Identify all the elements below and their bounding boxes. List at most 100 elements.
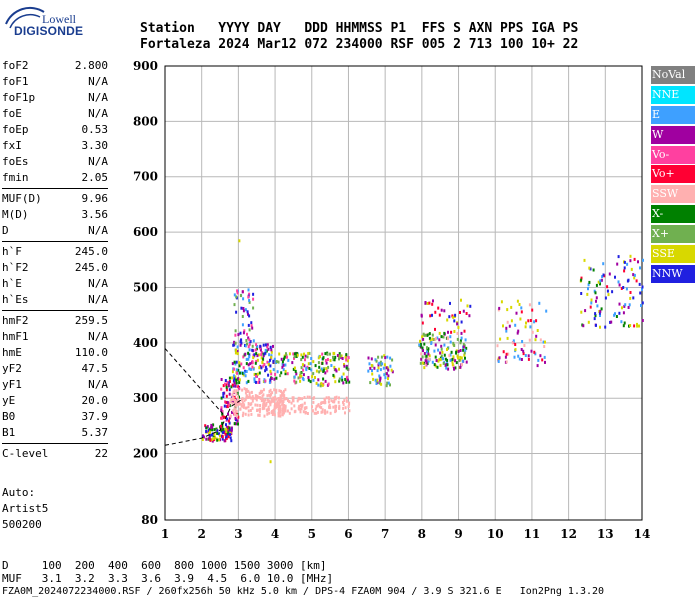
echo-point <box>371 369 373 372</box>
x-tick-label: 4 <box>271 527 279 541</box>
echo-point <box>508 324 511 328</box>
echo-point <box>345 396 348 400</box>
param-value: 47.5 <box>81 362 109 375</box>
echo-point <box>261 407 264 411</box>
profile-trace <box>164 348 225 416</box>
echo-point <box>342 372 345 376</box>
param-name: C-level <box>2 447 49 460</box>
echo-point <box>250 402 253 406</box>
echo-point <box>380 355 383 359</box>
echo-point <box>258 366 261 370</box>
echo-point <box>275 376 278 380</box>
echo-point <box>600 307 603 311</box>
echo-point <box>283 404 286 407</box>
echo-point <box>226 380 229 384</box>
echo-point <box>324 359 327 362</box>
echo-point <box>226 401 229 404</box>
echo-point <box>464 348 467 352</box>
echo-point <box>271 391 274 395</box>
logo-line2: DIGISONDE <box>14 24 84 38</box>
echo-point <box>306 412 309 415</box>
echo-point <box>448 354 451 358</box>
echo-point <box>369 366 372 370</box>
echo-point <box>255 374 257 378</box>
echo-point <box>240 362 243 366</box>
echo-point <box>269 403 272 407</box>
echo-point <box>589 267 592 271</box>
echo-point <box>279 394 282 398</box>
param-value: N/A <box>88 330 108 343</box>
echo-point <box>519 317 522 321</box>
echo-point <box>595 283 598 287</box>
echo-point <box>348 380 351 384</box>
param-row: yF1 N/A <box>2 377 108 393</box>
echo-point <box>284 407 287 411</box>
echo-point <box>449 340 452 344</box>
echo-point <box>264 379 267 383</box>
echo-point <box>636 322 638 326</box>
echo-point <box>282 389 285 393</box>
echo-point <box>290 401 293 405</box>
echo-point <box>431 302 434 306</box>
echo-point <box>382 366 385 370</box>
echo-point <box>580 276 583 280</box>
echo-point <box>514 323 517 327</box>
echo-point <box>313 396 316 400</box>
echo-point <box>447 330 449 334</box>
logo-arc-icon <box>5 6 45 29</box>
echo-point <box>325 361 328 365</box>
echo-point <box>453 366 455 370</box>
echo-point <box>506 320 509 324</box>
echo-point <box>527 354 530 358</box>
param-name: h`Es <box>2 293 29 306</box>
echo-point <box>261 394 264 398</box>
echo-point <box>595 299 597 303</box>
param-name: foEs <box>2 155 29 168</box>
echo-point <box>602 273 605 277</box>
echo-point <box>440 335 443 339</box>
echo-point <box>234 416 237 420</box>
echo-point <box>250 324 253 328</box>
y-tick-label: 200 <box>133 447 158 461</box>
echo-point <box>344 378 347 381</box>
echo-point <box>281 365 284 369</box>
echo-point <box>224 382 226 386</box>
param-name: fmin <box>2 171 29 184</box>
echo-point <box>235 360 238 364</box>
echo-point <box>439 351 442 355</box>
echo-point <box>266 360 269 364</box>
echo-point <box>286 409 289 413</box>
echo-point <box>323 401 326 405</box>
echo-point <box>342 403 345 406</box>
echo-point <box>221 430 224 434</box>
echo-point <box>431 360 434 364</box>
param-name: h`E <box>2 277 22 290</box>
echo-point <box>596 304 599 308</box>
echo-point <box>286 355 288 359</box>
echo-point <box>321 408 324 412</box>
echo-point <box>329 352 331 356</box>
echo-point <box>291 396 294 400</box>
x-tick-label: 11 <box>524 527 541 541</box>
echo-point <box>449 358 452 362</box>
y-tick-label: 800 <box>133 114 158 128</box>
param-separator <box>2 188 108 189</box>
echo-point <box>545 309 548 313</box>
echo-point <box>310 357 313 360</box>
echo-point <box>539 354 542 358</box>
echo-point <box>279 404 282 408</box>
echo-point <box>505 360 508 364</box>
echo-point <box>421 346 424 350</box>
echo-point <box>378 374 381 378</box>
echo-point <box>610 320 613 324</box>
echo-point <box>284 363 287 367</box>
echo-point <box>439 358 442 361</box>
param-name: foF2 <box>2 59 29 72</box>
echo-point <box>516 299 519 303</box>
echo-point <box>260 353 263 357</box>
echo-point <box>334 355 337 359</box>
echo-point <box>321 357 324 361</box>
echo-point <box>587 320 590 324</box>
echo-point <box>541 358 544 362</box>
echo-point <box>323 411 326 415</box>
